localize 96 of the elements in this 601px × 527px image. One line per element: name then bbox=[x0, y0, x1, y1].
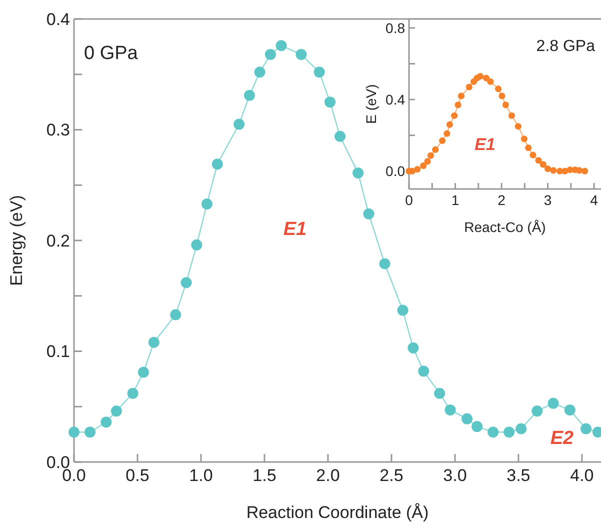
point bbox=[439, 137, 446, 144]
x-tick-label: 2.0 bbox=[316, 466, 340, 485]
x-tick-label: 2 bbox=[498, 192, 506, 208]
point bbox=[100, 416, 112, 428]
point bbox=[504, 426, 515, 438]
x-tick-label: 0.5 bbox=[126, 466, 150, 485]
x-tick-label: 2.5 bbox=[380, 466, 404, 485]
point bbox=[516, 423, 527, 434]
point bbox=[502, 102, 509, 108]
point bbox=[170, 309, 182, 320]
point bbox=[525, 144, 532, 152]
point bbox=[548, 398, 559, 409]
x-tick-label: 1.5 bbox=[252, 466, 276, 485]
annotation: E1 bbox=[474, 135, 496, 154]
point bbox=[397, 304, 408, 316]
y-axis-title: Energy (eV) bbox=[7, 195, 26, 286]
x-tick-label: 1 bbox=[451, 192, 460, 208]
x-tick-label: 4 bbox=[590, 192, 598, 208]
point bbox=[234, 118, 245, 130]
annotation: E1 bbox=[283, 219, 307, 240]
y-tick-label: 0.4 bbox=[46, 10, 70, 29]
point bbox=[535, 157, 542, 164]
point bbox=[127, 388, 138, 399]
y-tick-label: 0.1 bbox=[46, 342, 70, 362]
point bbox=[530, 152, 536, 158]
point bbox=[488, 426, 499, 438]
point bbox=[494, 85, 502, 92]
point bbox=[458, 92, 465, 100]
point bbox=[582, 168, 588, 174]
point bbox=[254, 66, 266, 78]
x-axis-title: Reaction Coordinate (Å) bbox=[246, 503, 429, 522]
point bbox=[191, 239, 202, 250]
point bbox=[334, 130, 346, 142]
point bbox=[296, 48, 307, 60]
point bbox=[432, 146, 439, 153]
point bbox=[444, 404, 456, 416]
point bbox=[352, 167, 364, 178]
x-tick-label: 4.0 bbox=[570, 466, 594, 485]
point bbox=[540, 161, 546, 168]
point bbox=[68, 426, 80, 438]
x-tick-label: 3.0 bbox=[443, 466, 467, 485]
point bbox=[576, 167, 583, 174]
point bbox=[314, 66, 325, 78]
point bbox=[532, 406, 543, 417]
point bbox=[520, 136, 528, 142]
point bbox=[580, 423, 592, 434]
point bbox=[508, 112, 516, 119]
y-tick-label: 0.2 bbox=[46, 231, 70, 250]
x-axis-title: React-Co (Å) bbox=[464, 219, 546, 235]
point bbox=[424, 158, 431, 165]
point bbox=[148, 336, 160, 348]
y-tick-label: 0.4 bbox=[386, 91, 406, 108]
y-axis-title: E (eV) bbox=[363, 84, 379, 124]
point bbox=[363, 208, 374, 220]
point bbox=[476, 72, 484, 80]
point bbox=[444, 130, 450, 137]
point bbox=[550, 167, 557, 174]
point bbox=[487, 78, 494, 85]
point bbox=[462, 413, 473, 424]
point bbox=[324, 96, 336, 108]
point bbox=[418, 366, 430, 377]
y-tick-label: 0.3 bbox=[46, 120, 70, 140]
annotation: E2 bbox=[550, 428, 574, 449]
point bbox=[454, 102, 462, 108]
point bbox=[434, 388, 446, 399]
point bbox=[264, 48, 276, 60]
point bbox=[180, 277, 192, 288]
x-tick-label: 0 bbox=[405, 192, 414, 208]
point bbox=[420, 162, 427, 170]
x-tick-label: 3 bbox=[544, 192, 552, 208]
x-tick-label: 3.5 bbox=[506, 466, 530, 485]
point bbox=[276, 40, 287, 52]
point bbox=[138, 366, 149, 378]
annotation: 2.8 GPa bbox=[536, 38, 596, 55]
point bbox=[514, 123, 522, 130]
point bbox=[110, 406, 122, 417]
x-tick-label: 1.0 bbox=[189, 466, 213, 485]
point bbox=[564, 404, 576, 416]
point bbox=[212, 158, 223, 170]
point bbox=[201, 198, 212, 210]
point bbox=[498, 92, 506, 100]
point bbox=[379, 258, 390, 270]
point bbox=[451, 112, 458, 119]
point bbox=[414, 166, 421, 173]
point bbox=[466, 84, 472, 90]
point bbox=[544, 165, 552, 172]
point bbox=[427, 152, 434, 159]
point bbox=[408, 342, 419, 354]
point bbox=[472, 421, 483, 432]
point bbox=[446, 121, 454, 128]
point bbox=[482, 74, 490, 82]
y-tick-label: 0.0 bbox=[386, 163, 406, 180]
point bbox=[244, 90, 255, 101]
annotation: 0 GPa bbox=[84, 43, 138, 64]
y-tick-label: 0.8 bbox=[386, 20, 406, 36]
point bbox=[84, 426, 96, 438]
